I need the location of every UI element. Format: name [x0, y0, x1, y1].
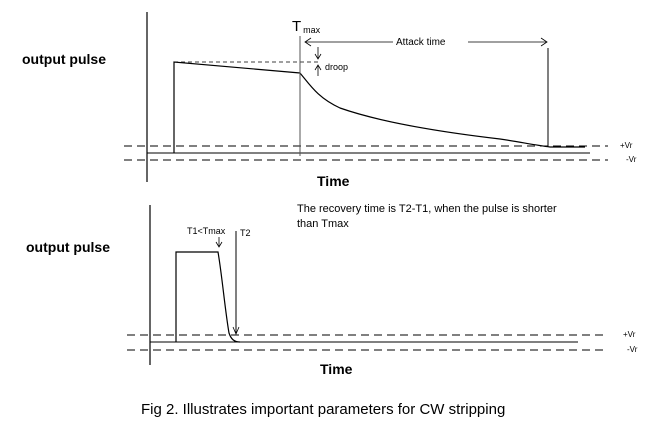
- top-xlabel: Time: [317, 173, 350, 189]
- note-line-2: than Tmax: [297, 218, 349, 230]
- bottom-panel: output pulse T1<Tmax T2 +Vr -Vr Time: [26, 205, 638, 377]
- t1-arrowhead: [215, 241, 223, 248]
- t1-label: T1<Tmax: [187, 226, 226, 236]
- attack-arrowhead-right: [540, 37, 548, 47]
- top-pulse-curve: [173, 61, 585, 153]
- attack-arrowhead-left: [304, 37, 312, 47]
- bottom-minus-vr-label: -Vr: [627, 345, 638, 354]
- recovery-note: The recovery time is T2-T1, when the pul…: [297, 203, 557, 230]
- bottom-plus-vr-label: +Vr: [623, 330, 636, 339]
- droop-arrowhead-down: [314, 53, 322, 60]
- top-plus-vr-label: +Vr: [620, 141, 633, 150]
- t2-label: T2: [240, 228, 251, 238]
- bottom-ylabel: output pulse: [26, 239, 110, 255]
- bottom-xlabel: Time: [320, 361, 353, 377]
- t2-arrowhead: [232, 326, 240, 336]
- attack-time-label: Attack time: [396, 37, 446, 48]
- droop-label: droop: [325, 62, 348, 72]
- droop-arrowhead-up: [314, 64, 322, 71]
- top-ylabel: output pulse: [22, 51, 106, 67]
- top-minus-vr-label: -Vr: [626, 155, 637, 164]
- figure-caption: Fig 2. Illustrates important parameters …: [141, 401, 505, 418]
- note-line-1: The recovery time is T2-T1, when the pul…: [297, 203, 557, 215]
- bottom-pulse-curve: [175, 251, 241, 343]
